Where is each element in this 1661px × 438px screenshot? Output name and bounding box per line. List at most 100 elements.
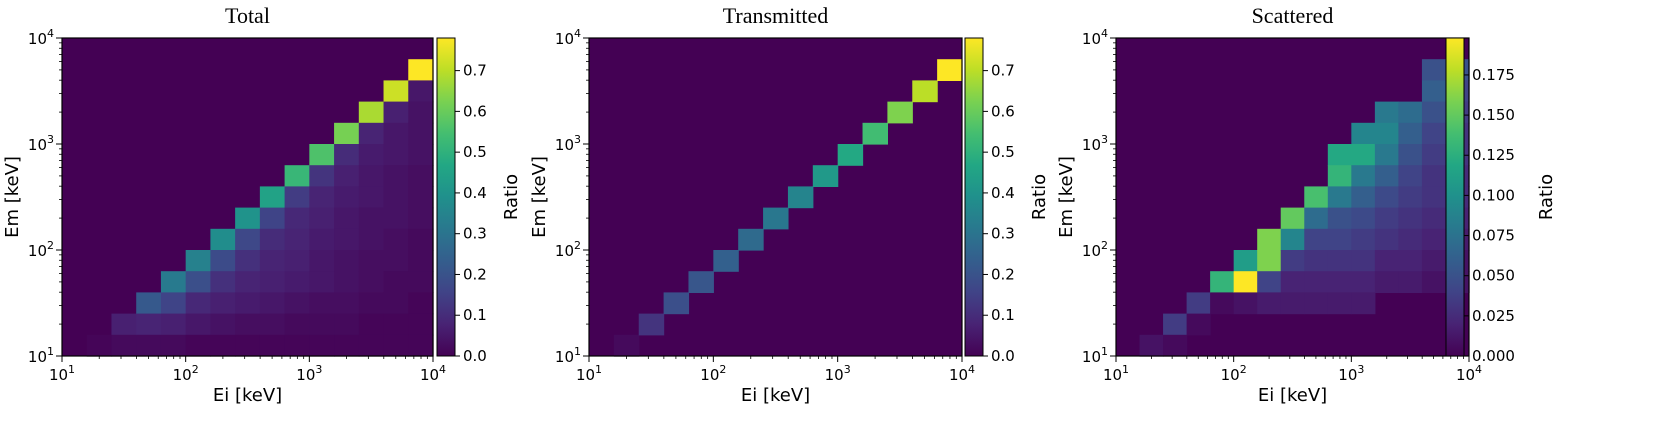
tick-base: 10 [1082, 136, 1101, 154]
heatmap-cell [383, 122, 409, 145]
heatmap-cell [1421, 186, 1447, 209]
heatmap-cell [408, 271, 434, 293]
heatmap-cell [185, 313, 211, 336]
heatmap-cell [235, 250, 261, 272]
heatmap-cell [408, 228, 434, 251]
heatmap-cell [334, 207, 360, 230]
heatmap-cell [1304, 271, 1329, 293]
heatmap-cell [334, 186, 360, 209]
heatmap-cell [1351, 165, 1376, 187]
heatmap-cell [1280, 292, 1305, 315]
tick-base: 10 [28, 242, 47, 260]
tick-base: 10 [700, 366, 719, 384]
heatmap-cell [309, 165, 335, 187]
heatmap-cell [1327, 207, 1352, 230]
tick-exponent: 2 [719, 363, 726, 376]
colorbar-tick-label: 0.3 [991, 225, 1015, 243]
plot-frame [1115, 37, 1470, 357]
colorbar-tick-label: 0.5 [463, 143, 487, 161]
heatmap-cell [309, 313, 335, 336]
colorbar-tick-label: 0.4 [463, 184, 487, 202]
heatmap-cell [1280, 271, 1305, 293]
tick-exponent: 1 [68, 363, 75, 376]
tick-base: 10 [1082, 348, 1101, 366]
tick-base: 10 [1082, 242, 1101, 260]
tick-base: 10 [1103, 366, 1122, 384]
heatmap-cell [259, 334, 286, 357]
x-tick-label: 103 [296, 363, 322, 384]
heatmap-cell [235, 292, 261, 315]
heatmap-cell [383, 165, 409, 187]
heatmap-cell [334, 144, 360, 166]
heatmap-cell [1327, 186, 1352, 209]
heatmap-cell [912, 80, 938, 103]
heatmap-cell [1304, 186, 1329, 209]
heatmap-cell [1351, 186, 1376, 209]
heatmap-cell [1327, 165, 1352, 187]
tick-base: 10 [555, 30, 574, 48]
heatmap-cell [1210, 271, 1235, 293]
heatmap-cell [334, 228, 360, 251]
heatmap-cell [259, 228, 286, 251]
heatmap-cell [887, 101, 913, 124]
heatmap-cell [185, 250, 211, 272]
heatmap-cell [358, 207, 385, 230]
heatmap-cell [334, 250, 360, 272]
heatmap-cell [210, 250, 236, 272]
heatmap-cell [111, 313, 137, 336]
heatmap-cell [1280, 228, 1305, 251]
colorbar-tick-label: 0.7 [463, 62, 487, 80]
colorbar-tick-label: 0.050 [1472, 267, 1515, 285]
heatmap-cell [235, 207, 261, 230]
heatmap-cell [86, 334, 113, 357]
heatmap-cell [1280, 207, 1305, 230]
heatmap-cell [937, 59, 963, 81]
heatmap-cell [1186, 292, 1211, 315]
tick-base: 10 [1456, 366, 1475, 384]
heatmap-cell [1257, 271, 1282, 293]
heatmap-cell [358, 122, 385, 145]
colorbar-label: Ratio [501, 174, 522, 220]
heatmap-cell [1163, 313, 1188, 336]
heatmap-cell [309, 144, 335, 166]
colorbar [1445, 37, 1465, 357]
y-tick-label: 101 [555, 345, 581, 366]
heatmap-cell [334, 122, 360, 145]
colorbar [436, 37, 456, 357]
x-tick-label: 101 [49, 363, 75, 384]
plot-background [589, 38, 962, 356]
tick-exponent: 3 [844, 363, 851, 376]
y-tick-label: 103 [28, 133, 54, 154]
heatmap-cell [663, 292, 690, 315]
heatmap-cell [210, 292, 236, 315]
heatmap-cell [284, 250, 310, 272]
colorbar-tick-label: 0.6 [991, 102, 1015, 120]
heatmap-cell [1327, 250, 1352, 272]
heatmap-cell [408, 334, 434, 357]
heatmap-cell [309, 250, 335, 272]
tick-exponent: 2 [47, 239, 54, 252]
colorbar-tick-label: 0.0 [991, 347, 1015, 365]
colorbar-label: Ratio [1029, 174, 1050, 220]
heatmap-cell [1374, 101, 1399, 124]
colorbar-tick-label: 0.7 [991, 62, 1015, 80]
y-axis-label: Em [keV] [529, 156, 550, 238]
y-tick-label: 103 [1082, 133, 1108, 154]
colorbar-tick-label: 0.025 [1472, 307, 1515, 325]
heatmap-cell [383, 228, 409, 251]
tick-exponent: 4 [574, 27, 581, 40]
colorbar-label: Ratio [1536, 174, 1557, 220]
heatmap-cell [1398, 271, 1423, 293]
tick-base: 10 [555, 348, 574, 366]
tick-base: 10 [555, 242, 574, 260]
heatmap-cell [160, 292, 187, 315]
heatmap-cell [383, 271, 409, 293]
heatmap-cell [1139, 334, 1164, 357]
heatmap-cell [763, 207, 789, 230]
heatmap-cell [309, 334, 335, 357]
heatmap-cell [1186, 313, 1211, 336]
